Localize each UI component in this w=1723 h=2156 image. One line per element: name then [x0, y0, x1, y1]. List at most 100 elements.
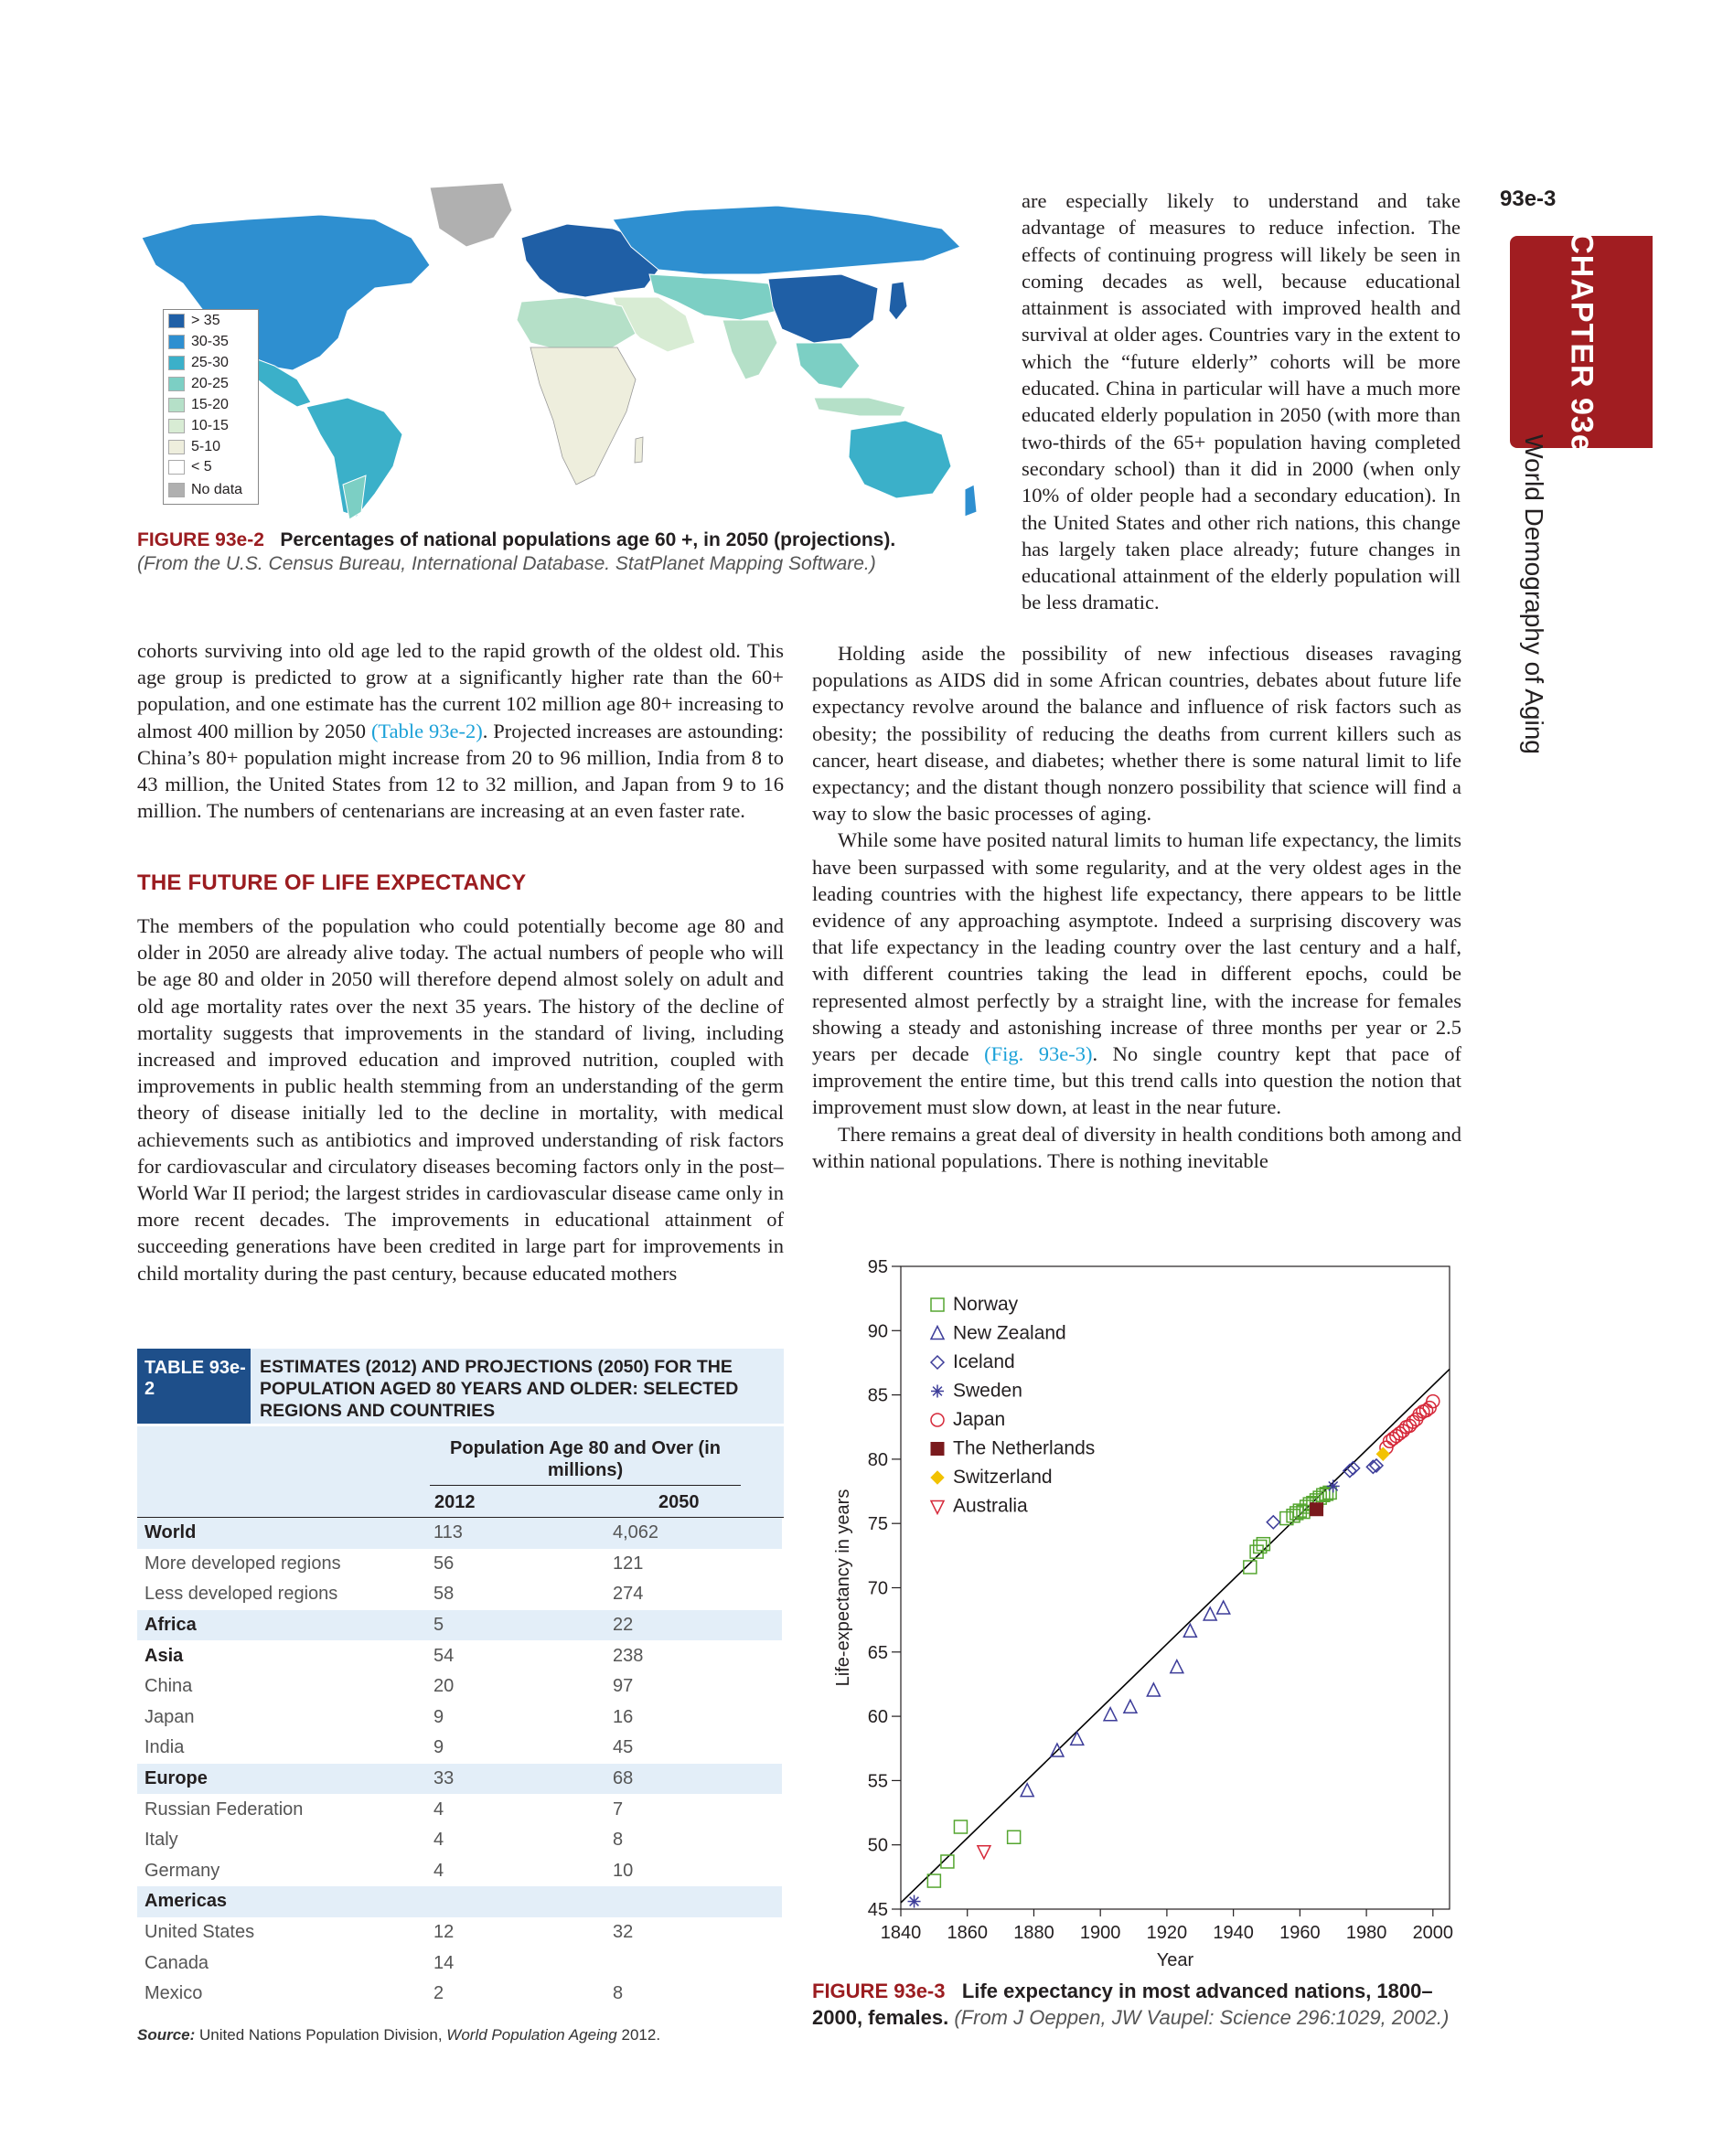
- cell-2050: [605, 1886, 782, 1917]
- table2-group-rule: [430, 1485, 741, 1486]
- x-tick-label: 1840: [881, 1923, 922, 1943]
- iceland-point: [1345, 1460, 1361, 1476]
- legend-label: Japan: [953, 1409, 1005, 1430]
- japan-point: [1418, 1403, 1434, 1418]
- map-south-america: [305, 397, 403, 518]
- page-number: 93e-3: [1500, 187, 1557, 211]
- norway-point: [1252, 1539, 1268, 1554]
- table-reference-link[interactable]: (Table 93e-2): [370, 719, 483, 742]
- legend-label: 15-20: [191, 397, 229, 412]
- legend-label: < 5: [191, 459, 212, 475]
- figure3-title: Life expectancy in most advanced nations…: [812, 1980, 1433, 2029]
- figure3-caption: FIGURE 93e-3 Life expectancy in most adv…: [812, 1978, 1452, 2031]
- cell-2012: 58: [433, 1584, 455, 1605]
- figure3-source: (From J Oeppen, JW Vaupel: Science 296:1…: [954, 2006, 1450, 2029]
- legend-row: 5-10: [168, 439, 220, 455]
- legend-swatch: [168, 419, 185, 433]
- legend-row: > 35: [168, 313, 220, 329]
- row-label: Germany: [144, 1860, 220, 1881]
- table-row: Asia 54 238: [137, 1640, 782, 1671]
- paragraph: cohorts surviving into old age led to th…: [137, 637, 784, 824]
- row-label: More developed regions: [144, 1553, 341, 1574]
- cell-2012: 54: [433, 1645, 455, 1666]
- legend-marker: [929, 1500, 946, 1516]
- cell-2050: 32: [613, 1922, 634, 1943]
- world-map: [141, 182, 978, 520]
- legend-label: Switzerland: [953, 1467, 1053, 1488]
- map-africa: [530, 347, 637, 486]
- legend-marker: [930, 1297, 945, 1312]
- legend-marker: [930, 1442, 945, 1456]
- japan-point: [1412, 1406, 1428, 1422]
- cell-2012: 9: [433, 1706, 444, 1727]
- legend-label: > 35: [191, 313, 220, 328]
- paragraph: There remains a great deal of diversity …: [812, 1122, 1461, 1172]
- cell-2050: 121: [613, 1553, 644, 1574]
- y-tick-label: 50: [868, 1836, 888, 1856]
- legend-label: 25-30: [191, 355, 229, 370]
- legend-label: 5-10: [191, 439, 221, 454]
- row-label: China: [144, 1676, 193, 1697]
- sweden-point: [1326, 1479, 1340, 1493]
- map-new-zealand: [964, 484, 978, 518]
- legend-label: Sweden: [953, 1381, 1022, 1402]
- table2-col-2012: 2012: [434, 1492, 476, 1512]
- x-tick-label: 1940: [1213, 1923, 1254, 1943]
- norway-point: [1243, 1560, 1257, 1574]
- legend-label: Iceland: [953, 1351, 1015, 1372]
- iceland-point: [1342, 1463, 1357, 1478]
- x-tick-label: 1860: [947, 1923, 988, 1943]
- norway-point: [953, 1820, 969, 1834]
- legend-row: 30-35: [168, 334, 229, 350]
- cell-2050: 97: [613, 1676, 634, 1697]
- legend-swatch: [168, 483, 185, 497]
- legend-swatch: [168, 335, 185, 349]
- paragraph: The members of the population who could …: [137, 914, 784, 1285]
- map-southeast-asia: [795, 342, 861, 390]
- table2-header: TABLE 93e-2 ESTIMATES (2012) AND PROJECT…: [137, 1349, 784, 1424]
- map-japan: [888, 281, 908, 321]
- row-label: Japan: [144, 1706, 195, 1727]
- legend-swatch: [168, 356, 185, 370]
- table2-title: ESTIMATES (2012) AND PROJECTIONS (2050) …: [251, 1349, 784, 1424]
- table-row: China 20 97: [137, 1671, 782, 1702]
- cell-2012: 4: [433, 1830, 444, 1851]
- new-zealand-point: [1122, 1698, 1139, 1714]
- table2: TABLE 93e-2 ESTIMATES (2012) AND PROJECT…: [137, 1349, 784, 2044]
- cell-2050: 7: [613, 1798, 624, 1820]
- cell-2050: 68: [605, 1763, 782, 1795]
- text-run: . Projected increases are astounding: Ch…: [137, 719, 784, 823]
- y-tick-label: 90: [868, 1321, 888, 1341]
- legend-label: Norway: [953, 1294, 1019, 1315]
- row-label: India: [144, 1737, 185, 1758]
- table-row: Italy 4 8: [137, 1825, 782, 1856]
- cell-2012: 12: [433, 1922, 455, 1943]
- figure-reference-link[interactable]: (Fig. 93e-3): [984, 1042, 1093, 1066]
- chapter-tab: [1510, 236, 1653, 448]
- table-row: More developed regions 56 121: [137, 1549, 782, 1580]
- figure2-caption: FIGURE 93e-2 Percentages of national pop…: [137, 528, 997, 576]
- row-label: Africa: [137, 1609, 426, 1641]
- cell-2050: 10: [613, 1860, 634, 1881]
- figure2-source: (From the U.S. Census Bureau, Internatio…: [137, 553, 876, 574]
- table2-header-rule: [137, 1517, 784, 1518]
- running-side-title: World Demography of Aging: [1520, 434, 1548, 754]
- norway-point: [1006, 1830, 1022, 1845]
- cell-2012: 2: [433, 1983, 444, 2004]
- new-zealand-point: [1215, 1599, 1231, 1615]
- new-zealand-point: [1169, 1658, 1185, 1674]
- map-india: [722, 319, 778, 380]
- cell-2012: 113: [426, 1518, 605, 1549]
- y-tick-label: 55: [868, 1771, 888, 1791]
- table2-body: World 113 4,062 More developed regions 56 121…: [137, 1518, 782, 2010]
- cell-2012: 20: [433, 1676, 455, 1697]
- new-zealand-point: [1202, 1606, 1218, 1621]
- x-axis-label: Year: [1157, 1950, 1194, 1966]
- australia-point: [976, 1844, 992, 1861]
- row-label: Canada: [144, 1952, 209, 1973]
- legend-label: 30-35: [191, 334, 229, 349]
- section-heading: THE FUTURE OF LIFE EXPECTANCY: [137, 870, 527, 895]
- legend-row: 10-15: [168, 418, 229, 434]
- y-tick-label: 85: [868, 1386, 888, 1406]
- y-axis-label: Life-expectancy in years: [833, 1489, 853, 1687]
